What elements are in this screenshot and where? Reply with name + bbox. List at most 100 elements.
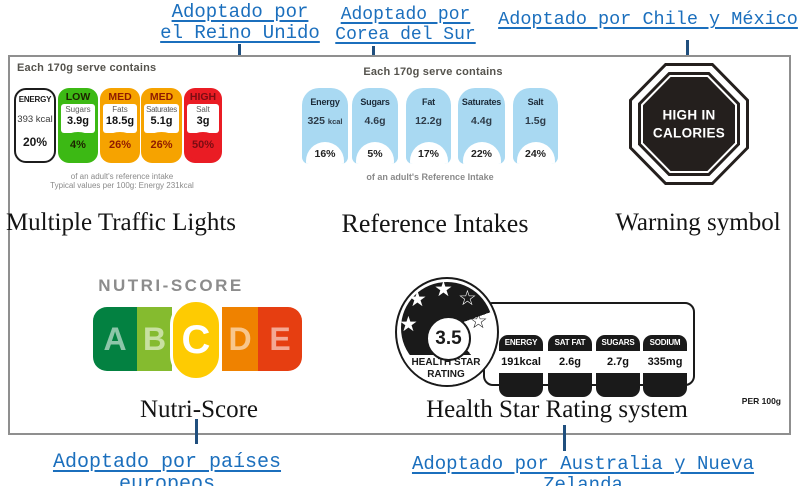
ri-serve-header: Each 170g serve contains bbox=[363, 66, 503, 78]
mtl-nutrient: Fats bbox=[112, 105, 128, 114]
mtl-energy-value: 393 kcal bbox=[17, 114, 53, 125]
mtl-value: 5.1g bbox=[150, 115, 173, 127]
annotation-uk-link[interactable]: Adoptado por el Reino Unido bbox=[150, 1, 330, 45]
ri-pill-saturates: Saturates 4.4g 22% bbox=[458, 88, 505, 164]
star-outline-icon: ☆ bbox=[469, 310, 488, 333]
warning-caption: Warning symbol bbox=[615, 209, 781, 236]
mtl-level: MED bbox=[149, 91, 174, 103]
annotation-korea-link[interactable]: Adoptado por Corea del Sur bbox=[318, 5, 493, 45]
nutriscore-grade-e: E bbox=[258, 307, 302, 371]
ri-circle bbox=[516, 142, 555, 164]
ri-pill-salt: Salt 1.5g 24% bbox=[513, 88, 558, 164]
ri-percent: 17% bbox=[417, 148, 439, 160]
mtl-pill-body: Saturates 5.1g bbox=[144, 104, 179, 133]
ri-percent: 16% bbox=[314, 148, 336, 160]
annotation-korea-line1: Adoptado por bbox=[340, 5, 471, 25]
hsr-col-label: SAT FAT bbox=[554, 338, 586, 347]
mtl-pill-body: Salt 3g bbox=[187, 104, 219, 133]
ri-pill-fat: Fat 12.2g 17% bbox=[406, 88, 451, 164]
hsr-star-circle: ★ ★ ★ ☆ ☆ HEALTH STAR RATING 3.5 bbox=[395, 277, 499, 387]
mtl-footnote-1: of an adult's reference intake bbox=[70, 172, 174, 181]
warning-text: HIGH IN CALORIES bbox=[643, 106, 735, 141]
ri-value: 4.6g bbox=[364, 115, 386, 127]
annotation-uk-line2: el Reino Unido bbox=[160, 22, 320, 45]
hsr-per-100g: PER 100g bbox=[741, 396, 781, 406]
ri-circle bbox=[409, 142, 448, 164]
nutriscore-grade-a: A bbox=[93, 307, 137, 371]
mtl-serve-header: Each 170g serve contains bbox=[17, 62, 157, 74]
mtl-percent: 26% bbox=[150, 139, 173, 151]
octagon-core: HIGH IN CALORIES bbox=[643, 77, 735, 171]
ri-percent: 5% bbox=[367, 148, 383, 160]
hsr-col-label: SODIUM bbox=[649, 338, 681, 347]
ri-nutrient: Energy bbox=[310, 97, 340, 107]
hsr-col-satfat: SAT FAT 2.6g bbox=[548, 335, 592, 397]
ri-value: 12.2g bbox=[415, 115, 442, 127]
mtl-energy-label: ENERGY bbox=[18, 95, 52, 104]
ri-value: 4.4g bbox=[470, 115, 492, 127]
star-icon: ★ bbox=[399, 313, 418, 336]
connector-uk bbox=[238, 44, 241, 58]
annotation-korea-line2: Corea del Sur bbox=[335, 25, 476, 46]
mtl-percent: 26% bbox=[108, 139, 132, 151]
mtl-percent-oval: 4% bbox=[59, 132, 97, 161]
nutriscore-caption: Nutri-Score bbox=[139, 396, 259, 423]
mtl-percent: 50% bbox=[191, 139, 215, 151]
mtl-level: HIGH bbox=[189, 91, 217, 103]
hsr-rating-value: 3.5 bbox=[426, 316, 471, 361]
annotation-chile-link[interactable]: Adoptado por Chile y México bbox=[498, 9, 798, 30]
ri-nutrient: Fat bbox=[422, 97, 435, 107]
connector-korea bbox=[372, 46, 375, 59]
ri-caption: Reference Intakes bbox=[341, 209, 529, 238]
warning-octagon: HIGH IN CALORIES bbox=[629, 63, 749, 185]
nutriscore-grade-b: B bbox=[137, 307, 172, 371]
star-icon: ★ bbox=[434, 278, 453, 301]
hsr-label-line2: RATING bbox=[427, 368, 465, 380]
star-icon: ★ bbox=[408, 288, 427, 311]
annotation-australia-link[interactable]: Adoptado por Australia y Nueva Zelanda bbox=[411, 453, 755, 486]
mtl-pill-body: Sugars 3.9g bbox=[61, 104, 95, 133]
ri-nutrient: Salt bbox=[527, 97, 544, 107]
nutriscore-grade-c-selected: C bbox=[170, 299, 222, 381]
hsr-col-value: 335mg bbox=[643, 351, 687, 373]
mtl-level: LOW bbox=[65, 91, 91, 103]
ri-nutrient: Sugars bbox=[360, 97, 390, 107]
ri-circle bbox=[462, 142, 501, 164]
ri-value: 1.5g bbox=[524, 115, 546, 127]
mtl-energy-pill: ENERGY 393 kcal 20% bbox=[14, 88, 56, 163]
ri-value: 325 bbox=[307, 115, 325, 127]
mtl-nutrient: Salt bbox=[196, 105, 210, 114]
mtl-caption: Multiple Traffic Lights bbox=[5, 209, 237, 236]
hsr-col-sodium: SODIUM 335mg bbox=[643, 335, 687, 397]
mtl-pill-sugars: LOW Sugars 3.9g 4% bbox=[58, 88, 98, 163]
hsr-col-label: SUGARS bbox=[601, 338, 635, 347]
annotation-uk-line1: Adoptado por bbox=[171, 1, 309, 23]
hsr-panel-outline: ENERGY 191kcal SAT FAT 2.6g SUGARS 2.7g … bbox=[483, 302, 781, 406]
connector-europe bbox=[195, 419, 198, 444]
mtl-nutrient: Saturates bbox=[146, 105, 177, 114]
warning-line2: CALORIES bbox=[652, 125, 726, 140]
star-outline-icon: ☆ bbox=[458, 287, 477, 310]
mtl-nutrient: Sugars bbox=[65, 105, 91, 114]
ri-nutrient: Saturates bbox=[461, 97, 502, 107]
ri-unit: kcal bbox=[327, 117, 343, 126]
ri-pill-sugars: Sugars 4.6g 5% bbox=[352, 88, 398, 164]
mtl-footnote-2: Typical values per 100g: Energy 231kcal bbox=[50, 181, 194, 190]
nutriscore-header: NUTRI-SCORE bbox=[98, 276, 244, 295]
annotation-europe-link[interactable]: Adoptado por países europeos bbox=[52, 451, 282, 486]
mtl-pill-saturates: MED Saturates 5.1g 26% bbox=[141, 88, 182, 163]
mtl-level: MED bbox=[108, 91, 132, 103]
nutriscore-grade-d: D bbox=[222, 307, 258, 371]
mtl-pill-fats: MED Fats 18.5g 26% bbox=[100, 88, 140, 163]
hsr-col-value: 191kcal bbox=[499, 351, 543, 373]
ri-circle bbox=[306, 142, 344, 164]
hsr-col-value: 2.7g bbox=[596, 351, 640, 373]
mtl-energy-percent: 20% bbox=[22, 135, 48, 149]
hsr-col-sugars: SUGARS 2.7g bbox=[596, 335, 640, 397]
mtl-percent-oval: 26% bbox=[142, 132, 181, 161]
ri-percent: 24% bbox=[524, 148, 546, 160]
mtl-value: 3g bbox=[196, 115, 210, 127]
mtl-percent-oval: 50% bbox=[185, 132, 221, 161]
hsr-badge: ENERGY 191kcal SAT FAT 2.6g SUGARS 2.7g … bbox=[395, 277, 781, 406]
